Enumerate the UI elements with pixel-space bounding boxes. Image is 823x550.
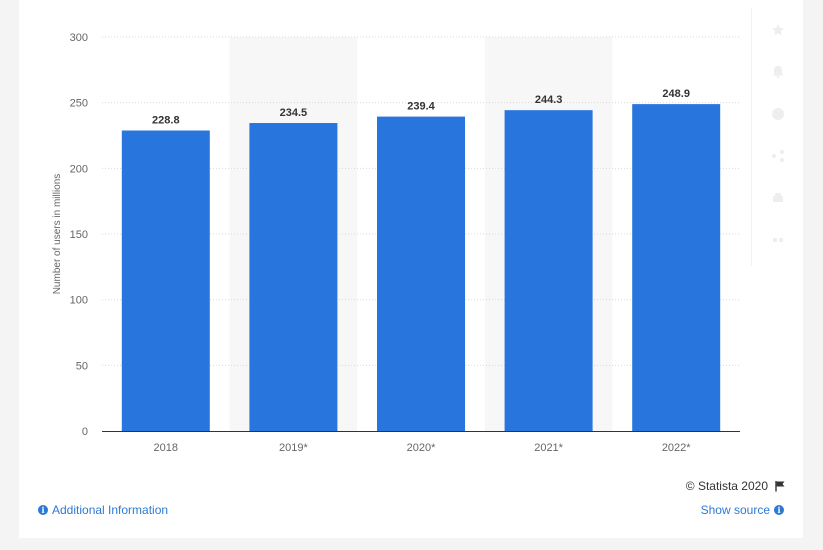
show-source-link[interactable]: Show source i	[701, 503, 784, 517]
notification-button[interactable]	[768, 62, 788, 82]
x-tick-label: 2020*	[407, 442, 436, 454]
data-label: 234.5	[280, 107, 308, 119]
y-tick-label: 250	[70, 98, 88, 110]
data-label: 248.9	[662, 88, 690, 100]
y-tick-label: 200	[70, 163, 88, 175]
x-tick-label: 2018	[154, 442, 178, 454]
info-icon	[772, 108, 784, 120]
show-source-label: Show source	[700, 503, 770, 517]
bell-icon	[772, 66, 784, 79]
additional-information-link[interactable]: i Additional Information	[38, 503, 168, 517]
copyright-text: © Statista 2020	[685, 479, 768, 493]
bar[interactable]	[377, 116, 465, 431]
y-tick-label: 100	[70, 295, 88, 307]
data-label: 239.4	[407, 101, 435, 113]
favorite-button[interactable]	[768, 20, 788, 40]
bar[interactable]	[121, 130, 210, 431]
additional-information-label: Additional Information	[52, 503, 169, 517]
bar[interactable]	[249, 123, 338, 432]
share-button[interactable]	[768, 146, 788, 166]
quote-icon	[773, 238, 783, 242]
y-tick-label: 150	[70, 229, 88, 241]
y-axis-label: Number of users in millions	[52, 174, 63, 295]
x-tick-label: 2021*	[534, 442, 563, 454]
settings-button[interactable]	[768, 104, 788, 124]
flag-icon[interactable]	[774, 480, 786, 492]
info-icon: i	[38, 505, 48, 515]
print-button[interactable]	[768, 188, 788, 208]
x-tick-label: 2022*	[662, 442, 691, 454]
y-tick-label: 300	[70, 32, 88, 44]
data-labels: 228.8 234.5 239.4 244.3 248.9	[152, 88, 690, 126]
y-tick-label: 50	[76, 360, 88, 372]
data-label: 228.8	[152, 115, 180, 127]
x-axis-ticks: 2018 2019* 2020* 2021* 2022*	[154, 442, 692, 454]
bar[interactable]	[632, 104, 721, 432]
star-icon	[772, 24, 784, 36]
cite-button[interactable]	[768, 230, 788, 250]
side-toolbar	[751, 8, 802, 266]
data-label: 244.3	[535, 94, 563, 106]
bar[interactable]	[504, 110, 593, 432]
x-tick-label: 2019*	[279, 442, 308, 454]
info-icon: i	[774, 505, 784, 515]
y-axis-ticks: 0 50 100 150 200 250 300	[70, 32, 88, 438]
bars	[121, 104, 721, 432]
print-icon	[773, 193, 783, 202]
share-icon	[772, 150, 784, 162]
y-tick-label: 0	[82, 426, 88, 438]
copyright-notice: © Statista 2020	[686, 479, 786, 493]
